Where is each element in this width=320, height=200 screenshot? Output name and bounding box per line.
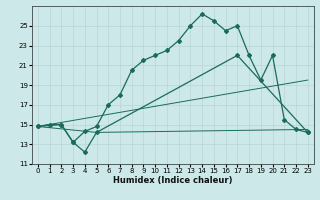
X-axis label: Humidex (Indice chaleur): Humidex (Indice chaleur) bbox=[113, 176, 233, 185]
